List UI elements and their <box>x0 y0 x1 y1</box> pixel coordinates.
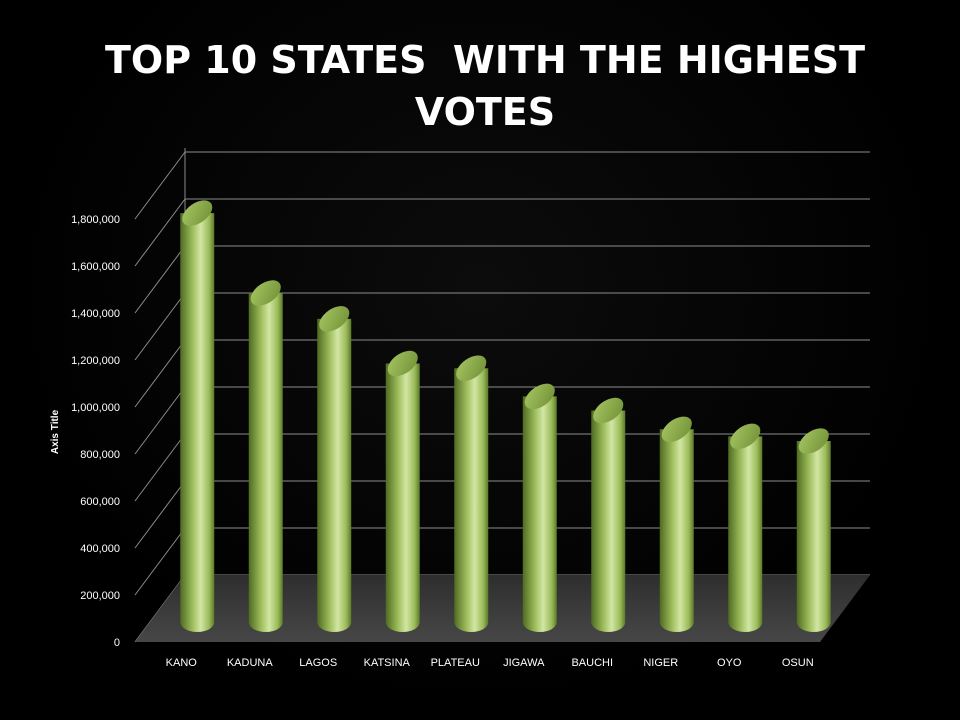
gridline-side <box>134 480 186 549</box>
bar-cap <box>798 428 829 454</box>
gridline-side <box>134 433 186 502</box>
y-axis-label: Axis Title <box>50 409 61 454</box>
y-tick-label: 600,000 <box>80 496 120 508</box>
bar <box>317 306 352 632</box>
y-tick-label: 800,000 <box>80 449 120 461</box>
bar-body <box>454 368 489 632</box>
y-tick-label: 200,000 <box>80 590 120 602</box>
gridline-side <box>134 386 186 455</box>
bar-series <box>180 200 831 632</box>
x-tick-label: PLATEAU <box>431 657 480 669</box>
gridline-side <box>134 339 186 408</box>
bar-body <box>248 293 283 632</box>
y-tick-label: 1,400,000 <box>71 308 120 320</box>
bar <box>796 428 831 632</box>
bar-body <box>659 429 694 632</box>
bar-body <box>728 436 763 632</box>
bar-cap <box>593 397 624 424</box>
x-tick-label: JIGAWA <box>503 657 545 669</box>
x-tick-label: OSUN <box>782 657 814 669</box>
bar <box>728 423 763 632</box>
bar <box>385 350 420 632</box>
y-tick-label: 1,600,000 <box>71 261 120 273</box>
y-tick-label: 1,000,000 <box>71 402 120 414</box>
x-tick-label: BAUCHI <box>571 657 613 669</box>
bar-body <box>591 410 626 632</box>
chart-title: TOP 10 STATES WITH THE HIGHEST VOTES <box>104 38 866 134</box>
bar <box>591 397 626 632</box>
bar-body <box>522 396 557 632</box>
bar-body <box>180 213 215 632</box>
gridline-side <box>134 292 186 361</box>
x-axis-ticks: KANO KADUNA LAGOS KATSINA PLATEAU JIGAWA BAUCH… <box>166 657 814 669</box>
bar-cap <box>250 280 281 306</box>
bar-body <box>317 318 352 632</box>
x-tick-label: KADUNA <box>227 657 274 669</box>
y-tick-label: 1,200,000 <box>71 355 120 367</box>
gridline-side <box>134 198 186 267</box>
gridline-side <box>134 527 186 596</box>
x-tick-label: OYO <box>717 657 742 669</box>
bar <box>454 355 489 632</box>
gridline-side <box>134 151 186 220</box>
y-tick-label: 400,000 <box>80 543 120 555</box>
bar-body <box>385 363 420 632</box>
bar-cap <box>730 423 761 450</box>
bar-cap <box>182 200 213 226</box>
bar-body <box>796 441 831 632</box>
bar <box>248 280 283 632</box>
x-tick-label: LAGOS <box>299 657 337 669</box>
y-tick-label: 1,800,000 <box>71 214 120 226</box>
x-tick-label: KANO <box>166 657 198 669</box>
bar-cap <box>456 355 487 381</box>
y-tick-label: 0 <box>114 637 120 649</box>
x-tick-label: NIGER <box>643 657 678 669</box>
y-axis-ticks: 0 200,000 400,000 600,000 800,000 1,000,000 1,… <box>71 214 120 649</box>
bar-cap <box>661 416 692 443</box>
bar <box>180 200 215 632</box>
bar-cap <box>387 350 418 377</box>
gridline-side <box>134 245 186 314</box>
bar <box>522 383 557 632</box>
bar <box>659 416 694 632</box>
bar-cap <box>524 383 555 410</box>
bar-cap <box>319 306 350 332</box>
x-tick-label: KATSINA <box>364 657 411 669</box>
